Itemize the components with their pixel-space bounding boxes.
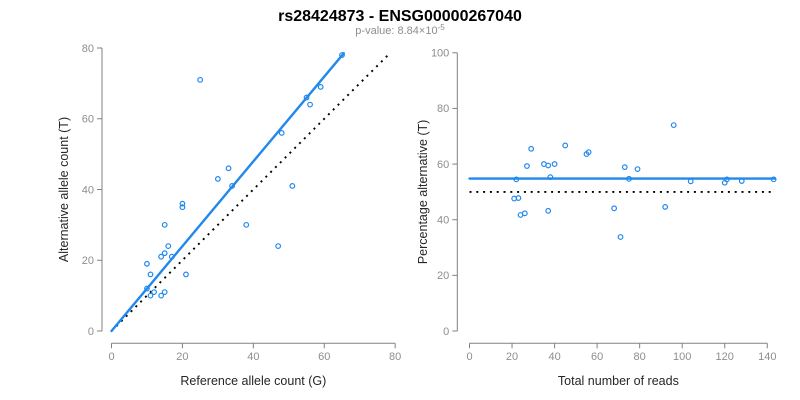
data-point <box>339 52 345 58</box>
data-point <box>179 200 186 207</box>
data-point <box>161 221 168 228</box>
y-tick-label: 60 <box>437 159 449 171</box>
data-point <box>147 292 154 299</box>
y-tick-label: 40 <box>437 215 449 227</box>
data-point <box>144 285 150 292</box>
data-point <box>151 289 157 295</box>
pvalue-exponent: -5 <box>438 23 446 32</box>
y-tick-label: 20 <box>82 255 94 267</box>
data-point <box>687 178 694 185</box>
x-tick-label: 20 <box>176 351 188 363</box>
data-point <box>161 289 168 295</box>
plot-title: rs28424873 - ENSG00000267040 <box>278 8 522 25</box>
y-tick-label: 60 <box>82 114 94 126</box>
data-point <box>197 76 204 83</box>
y-axis-title: Alternative allele count (T) <box>57 117 71 262</box>
data-point <box>662 204 669 210</box>
data-point <box>147 271 154 278</box>
y-tick-label: 80 <box>82 43 94 55</box>
x-tick-label: 60 <box>318 351 330 363</box>
x-tick-label: 40 <box>247 351 259 363</box>
pvalue-text: p-value: 8.84×10 <box>355 25 437 37</box>
x-tick-label: 100 <box>673 351 691 363</box>
data-point <box>303 94 310 101</box>
data-point <box>545 162 552 169</box>
x-tick-label: 0 <box>466 351 472 363</box>
data-point <box>528 145 535 152</box>
data-point <box>214 175 221 182</box>
allele-count-scatter-panel: 0 20 40 60 80 0 20 40 60 80 Reference allele count… <box>57 43 401 388</box>
data-point <box>670 122 677 129</box>
data-point <box>183 271 189 278</box>
x-tick-label: 80 <box>389 351 401 363</box>
data-point <box>243 221 250 228</box>
data-point <box>723 176 730 183</box>
data-point <box>289 183 296 189</box>
data-point <box>307 101 313 108</box>
data-point <box>770 176 777 183</box>
x-tick-label: 20 <box>506 351 518 363</box>
data-point <box>521 210 528 217</box>
data-point <box>317 84 324 90</box>
data-point <box>275 243 282 250</box>
data-point <box>144 260 150 267</box>
data-point <box>158 253 165 260</box>
data-point <box>617 234 624 240</box>
data-point <box>515 195 522 201</box>
x-tick-label: 40 <box>548 351 560 363</box>
data-point <box>547 174 554 181</box>
data-point <box>225 165 232 172</box>
x-axis-title: Total number of reads <box>558 374 679 388</box>
data-point <box>513 176 520 183</box>
y-tick-label: 0 <box>443 326 449 338</box>
x-tick-label: 0 <box>108 351 114 363</box>
data-point <box>621 164 628 171</box>
x-axis-title: Reference allele count (G) <box>180 374 326 388</box>
data-point <box>562 142 569 149</box>
data-point <box>611 205 618 212</box>
x-tick-label: 120 <box>716 351 734 363</box>
plot-subtitle: p-value: 8.84×10-5 <box>355 23 445 37</box>
data-point <box>278 129 285 136</box>
y-tick-label: 40 <box>82 184 94 196</box>
fit-line <box>110 52 345 333</box>
data-point <box>551 161 558 167</box>
x-tick-label: 80 <box>634 351 646 363</box>
y-axis-title: Percentage alternative (T) <box>416 120 430 265</box>
x-tick-label: 60 <box>591 351 603 363</box>
data-point <box>158 292 165 299</box>
data-point <box>161 250 168 257</box>
y-tick-label: 0 <box>88 326 94 338</box>
y-tick-label: 80 <box>437 103 449 115</box>
data-point <box>165 243 172 250</box>
percentage-alternative-scatter-panel: 0 20 40 60 80 100 0 20 40 60 80 100 120 140 Total numb… <box>416 48 777 388</box>
data-point <box>585 149 592 156</box>
data-point <box>738 178 745 184</box>
data-point <box>179 204 186 211</box>
data-point <box>545 207 552 214</box>
data-point <box>634 166 641 172</box>
data-point <box>524 163 530 169</box>
y-tick-label: 100 <box>431 48 449 60</box>
y-tick-label: 20 <box>437 270 449 282</box>
data-point <box>626 175 632 182</box>
x-tick-label: 140 <box>758 351 776 363</box>
data-point <box>229 183 235 189</box>
data-point <box>168 253 175 260</box>
